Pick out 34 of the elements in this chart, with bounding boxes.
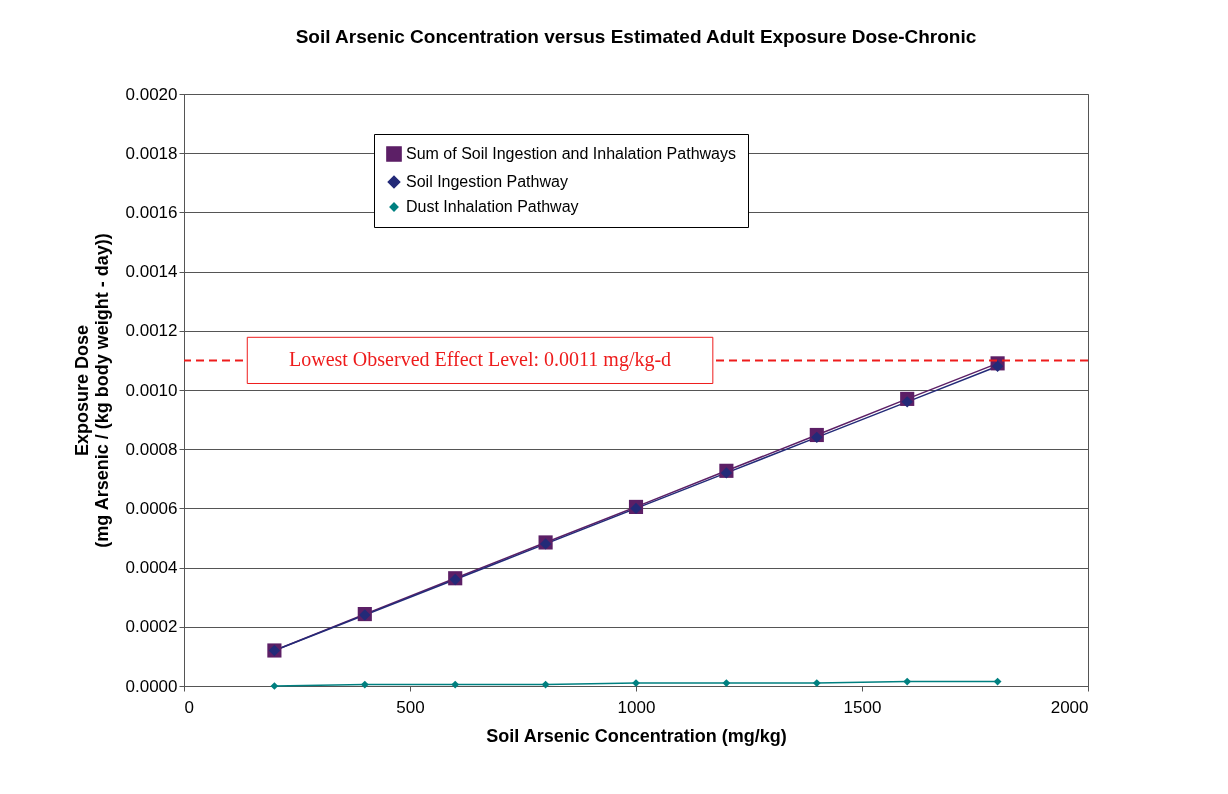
chart-title: Soil Arsenic Concentration versus Estimated Adult Exposure Dose-Chronic <box>295 26 977 47</box>
point <box>903 677 912 686</box>
x-tick-label: 500 <box>396 697 425 717</box>
x-tick-label: 2000 <box>1050 697 1089 717</box>
legend-label: Sum of Soil Ingestion and Inhalation Pathways <box>406 145 736 162</box>
y-tick-label: 0.0014 <box>125 262 178 282</box>
y-tick-label: 0.0000 <box>125 676 178 696</box>
point <box>812 679 821 687</box>
x-axis-title: Soil Arsenic Concentration (mg/kg) <box>486 725 787 746</box>
x-tick-label: 0 <box>184 697 194 717</box>
y-tick-label: 0.0010 <box>125 380 178 400</box>
point <box>993 677 1002 686</box>
y-tick-label: 0.0004 <box>125 558 178 578</box>
point <box>720 467 733 479</box>
point <box>451 680 460 689</box>
y-tick-label: 0.0020 <box>125 84 178 104</box>
y-tick-label: 0.0018 <box>125 143 178 163</box>
x-tick-label: 1000 <box>617 697 656 717</box>
y-tick-label: 0.0012 <box>125 321 178 341</box>
y-axis-title: Exposure Dose (mg Arsenic / (kg body weight - day)) <box>71 233 112 548</box>
legend-label: Soil Ingestion Pathway <box>406 173 568 190</box>
point <box>901 396 913 408</box>
y-tick-label: 0.0016 <box>125 202 178 222</box>
x-tick-label: 1500 <box>843 697 882 717</box>
ref-line-label: Lowest Observed Effect Level: 0.0011 mg/kg-d <box>289 348 672 372</box>
point <box>991 360 1004 373</box>
y-tick-label: 0.0008 <box>125 439 178 459</box>
point <box>722 679 731 687</box>
y-tick-label: 0.0006 <box>125 498 178 518</box>
legend-label: Dust Inhalation Pathway <box>406 198 579 215</box>
y-tick-label: 0.0002 <box>125 617 178 637</box>
point <box>270 682 279 690</box>
point <box>811 431 823 444</box>
point <box>360 680 369 689</box>
